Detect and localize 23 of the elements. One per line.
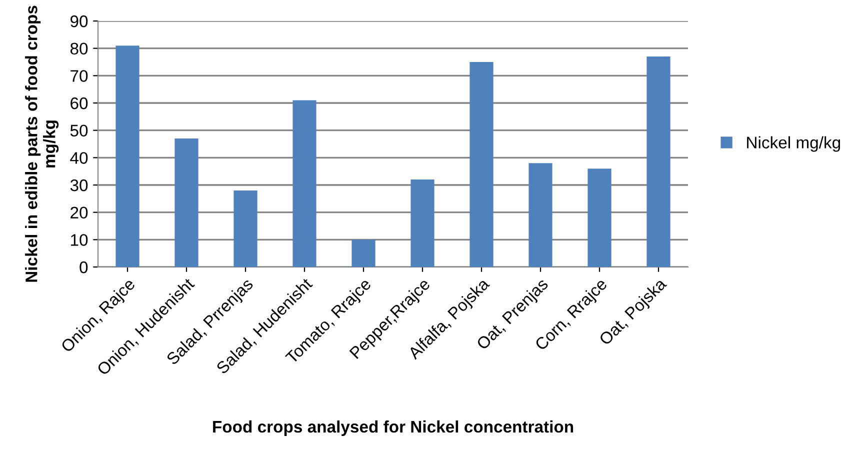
bar (292, 100, 316, 267)
y-tick-label: 40 (70, 152, 88, 164)
y-tick-label: 90 (70, 15, 88, 28)
y-tick-label: 10 (71, 234, 88, 246)
bar (410, 180, 434, 267)
bar (588, 168, 612, 267)
legend-label: Nickel mg/kg (747, 136, 840, 152)
y-tick-label: 70 (70, 70, 88, 82)
y-tick-label: 0 (80, 261, 88, 274)
bar (234, 190, 258, 267)
bar (528, 163, 552, 267)
bar (646, 56, 670, 267)
y-tick-label: 50 (70, 124, 88, 137)
y-tick-label: 30 (70, 179, 88, 192)
x-axis-title: Food crops analysed for Nickel concentration (213, 420, 574, 436)
y-tick-label: 80 (70, 42, 88, 55)
bar (174, 138, 198, 267)
y-tick-label: 20 (70, 206, 88, 219)
bar (470, 62, 494, 267)
bar (116, 46, 140, 267)
y-tick-label: 60 (70, 97, 88, 110)
bar (352, 240, 376, 267)
y-axis-title: Nickel in edible parts of food crops mg/kg (25, 6, 59, 282)
